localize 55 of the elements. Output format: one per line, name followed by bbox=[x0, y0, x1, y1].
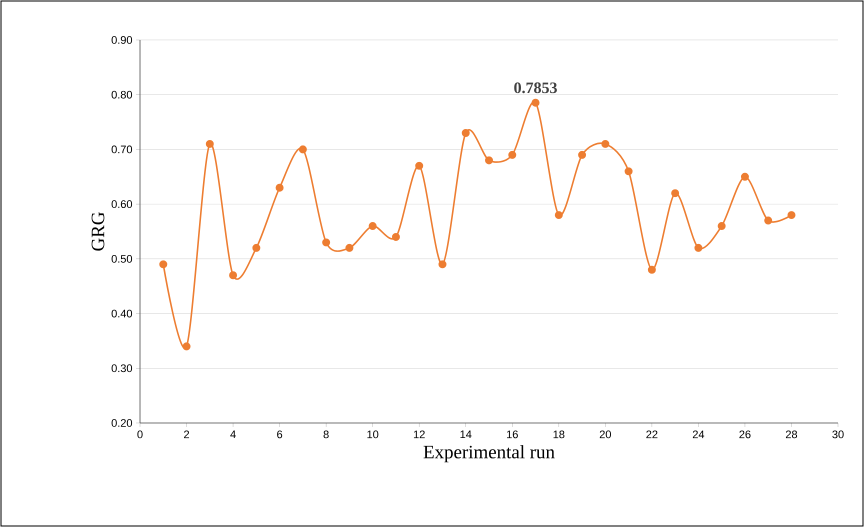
x-tick-label: 8 bbox=[324, 430, 329, 438]
x-tick-label: 26 bbox=[739, 430, 751, 438]
y-tick-label: 0.70 bbox=[112, 146, 132, 154]
point bbox=[578, 150, 586, 159]
point bbox=[624, 167, 633, 176]
x-tick-label: 24 bbox=[692, 430, 704, 438]
point bbox=[601, 140, 610, 148]
point bbox=[252, 244, 260, 252]
point bbox=[764, 216, 772, 225]
y-tick-label: 0.80 bbox=[112, 90, 132, 99]
point bbox=[718, 222, 726, 230]
point bbox=[438, 260, 446, 268]
point bbox=[532, 98, 540, 107]
y-tick-label: 0.30 bbox=[112, 364, 132, 372]
x-tick-label: 14 bbox=[460, 430, 472, 438]
point bbox=[345, 244, 354, 252]
x-tick-label: 12 bbox=[414, 430, 425, 438]
point bbox=[694, 244, 702, 252]
point bbox=[392, 232, 400, 241]
x-tick-label: 4 bbox=[230, 430, 236, 438]
point bbox=[182, 342, 191, 350]
point bbox=[206, 140, 214, 148]
x-tick-label: 2 bbox=[184, 430, 190, 438]
point bbox=[508, 150, 516, 159]
point bbox=[229, 271, 238, 280]
x-tick-label: 18 bbox=[554, 430, 564, 438]
x-tick-label: 0 bbox=[137, 430, 143, 438]
x-axis-title: Experimental run bbox=[424, 445, 555, 462]
point bbox=[485, 156, 493, 164]
y-tick-label: 0.40 bbox=[112, 310, 132, 318]
point bbox=[276, 184, 284, 192]
y-axis-title: GRG bbox=[92, 212, 104, 251]
x-tick-label: 10 bbox=[367, 430, 378, 438]
y-tick-label: 0.20 bbox=[112, 419, 132, 427]
point bbox=[740, 172, 749, 181]
point bbox=[368, 222, 377, 230]
point bbox=[462, 129, 470, 137]
point bbox=[554, 211, 563, 220]
y-tick-label: 0.50 bbox=[112, 254, 132, 263]
point bbox=[787, 211, 796, 220]
x-tick-label: 22 bbox=[646, 430, 658, 438]
x-tick-label: 30 bbox=[832, 430, 844, 438]
point bbox=[298, 145, 307, 154]
point bbox=[671, 189, 680, 198]
point bbox=[415, 162, 424, 170]
y-tick-label: 0.60 bbox=[112, 200, 132, 208]
x-tick-label: 20 bbox=[600, 430, 611, 438]
x-tick-label: 28 bbox=[786, 430, 798, 438]
annotation: 0.7853 bbox=[514, 82, 557, 94]
x-tick-label: 16 bbox=[507, 430, 518, 438]
point bbox=[159, 260, 168, 268]
x-tick-label: 6 bbox=[277, 430, 282, 438]
point bbox=[648, 266, 656, 274]
point bbox=[322, 238, 330, 246]
y-tick-label: 0.90 bbox=[112, 36, 132, 44]
